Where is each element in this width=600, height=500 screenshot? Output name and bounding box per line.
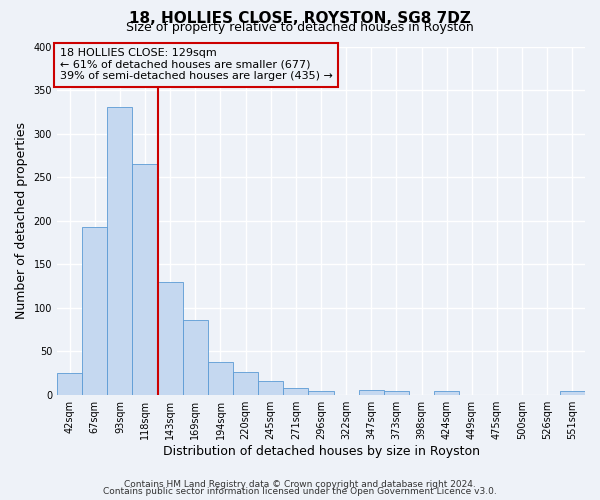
Text: Size of property relative to detached houses in Royston: Size of property relative to detached ho… (126, 21, 474, 34)
Bar (57, 373, 82, 394)
Bar (82, 226, 107, 394)
Bar (233, 372, 258, 394)
Text: Contains public sector information licensed under the Open Government Licence v3: Contains public sector information licen… (103, 487, 497, 496)
Y-axis label: Number of detached properties: Number of detached properties (15, 122, 28, 319)
Bar (434, 391, 459, 394)
Text: Contains HM Land Registry data © Crown copyright and database right 2024.: Contains HM Land Registry data © Crown c… (124, 480, 476, 489)
Bar (359, 390, 384, 394)
Bar (283, 388, 308, 394)
Bar (560, 391, 585, 394)
Bar (158, 282, 183, 395)
Bar (107, 108, 133, 395)
Bar (384, 391, 409, 394)
Bar (133, 164, 158, 394)
Text: 18, HOLLIES CLOSE, ROYSTON, SG8 7DZ: 18, HOLLIES CLOSE, ROYSTON, SG8 7DZ (129, 11, 471, 26)
Bar (183, 320, 208, 394)
Text: 18 HOLLIES CLOSE: 129sqm
← 61% of detached houses are smaller (677)
39% of semi-: 18 HOLLIES CLOSE: 129sqm ← 61% of detach… (59, 48, 332, 82)
X-axis label: Distribution of detached houses by size in Royston: Distribution of detached houses by size … (163, 444, 479, 458)
Bar (258, 381, 283, 394)
Bar (308, 391, 334, 394)
Bar (208, 362, 233, 394)
